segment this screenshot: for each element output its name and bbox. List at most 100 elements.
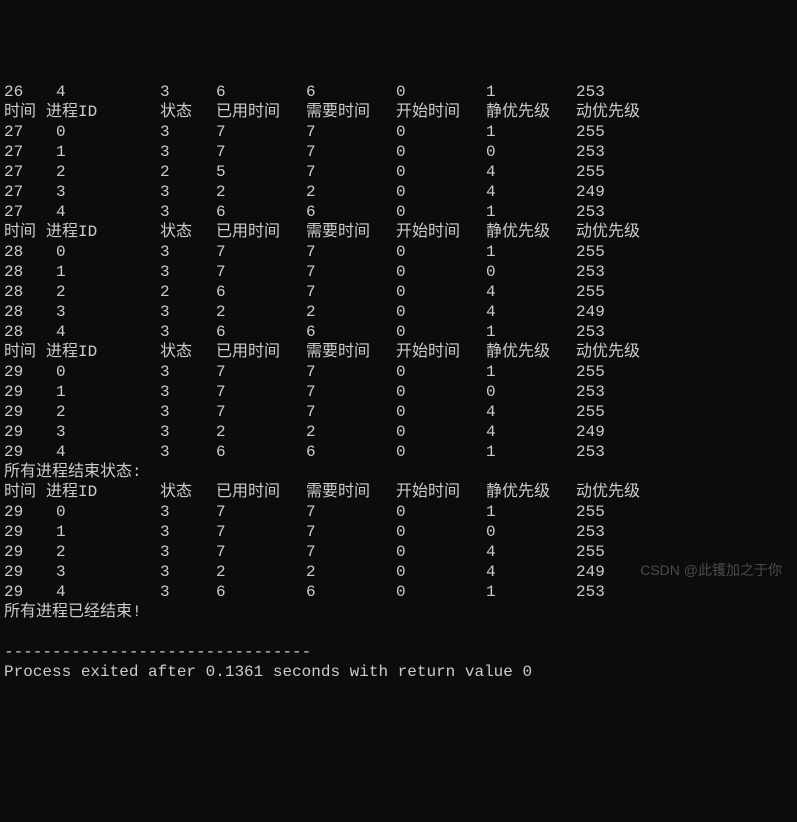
header-cell: 状态: [160, 102, 216, 122]
cell: 253: [576, 582, 666, 602]
cell: 0: [396, 82, 486, 102]
cell: 249: [576, 182, 666, 202]
cell: 0: [396, 562, 486, 582]
cell: 7: [216, 362, 306, 382]
cell: 0: [396, 522, 486, 542]
cell: 2: [56, 282, 160, 302]
cell: 28: [4, 302, 56, 322]
exit-message: Process exited after 0.1361 seconds with…: [4, 662, 793, 682]
cell: 28: [4, 282, 56, 302]
cell: 4: [486, 542, 576, 562]
data-row: 28137700253: [4, 262, 793, 282]
cell: 7: [306, 162, 396, 182]
cell: 27: [4, 162, 56, 182]
cell: 4: [56, 442, 160, 462]
data-row: 29237704255: [4, 402, 793, 422]
cell: 7: [306, 262, 396, 282]
cell: 27: [4, 122, 56, 142]
data-row: 28436601253: [4, 322, 793, 342]
cell: 2: [306, 422, 396, 442]
cell: 255: [576, 402, 666, 422]
cell: 3: [56, 422, 160, 442]
cell: 3: [56, 302, 160, 322]
data-row: 28226704255: [4, 282, 793, 302]
data-row: 29237704255: [4, 542, 793, 562]
cell: 255: [576, 242, 666, 262]
cell: 0: [396, 442, 486, 462]
data-row: 27332204249: [4, 182, 793, 202]
cell: 1: [486, 322, 576, 342]
cell: 6: [216, 82, 306, 102]
header-row: 时间进程ID状态已用时间需要时间开始时间静优先级动优先级: [4, 342, 793, 362]
cell: 4: [486, 562, 576, 582]
cell: 1: [486, 582, 576, 602]
cell: 0: [396, 142, 486, 162]
cell: 29: [4, 522, 56, 542]
cell: 6: [306, 582, 396, 602]
cell: 7: [306, 282, 396, 302]
cell: 2: [216, 422, 306, 442]
csdn-watermark: CSDN @此镬加之于你: [640, 562, 782, 580]
header-cell: 时间: [4, 222, 46, 242]
cell: 0: [396, 262, 486, 282]
cell: 2: [56, 162, 160, 182]
cell: 0: [56, 502, 160, 522]
cell: 7: [216, 122, 306, 142]
cell: 27: [4, 202, 56, 222]
cell: 2: [306, 302, 396, 322]
header-cell: 时间: [4, 102, 46, 122]
cell: 255: [576, 282, 666, 302]
cell: 0: [396, 502, 486, 522]
cell: 0: [396, 382, 486, 402]
header-cell: 开始时间: [396, 482, 486, 502]
cell: 0: [486, 382, 576, 402]
cell: 7: [216, 262, 306, 282]
cell: 0: [396, 362, 486, 382]
cell: 3: [160, 582, 216, 602]
cell: 7: [306, 522, 396, 542]
cell: 253: [576, 262, 666, 282]
header-cell: 已用时间: [216, 482, 306, 502]
cell: 29: [4, 582, 56, 602]
cell: 2: [160, 282, 216, 302]
cell: 3: [160, 422, 216, 442]
cell: 255: [576, 122, 666, 142]
cell: 3: [160, 502, 216, 522]
cell: 3: [160, 562, 216, 582]
data-row: 29436601253: [4, 442, 793, 462]
cell: 1: [486, 442, 576, 462]
cell: 29: [4, 502, 56, 522]
header-cell: 需要时间: [306, 102, 396, 122]
cell: 3: [160, 542, 216, 562]
cell: 3: [160, 262, 216, 282]
data-row: 29436601253: [4, 582, 793, 602]
cell: 3: [56, 182, 160, 202]
header-cell: 已用时间: [216, 222, 306, 242]
header-cell: 开始时间: [396, 342, 486, 362]
header-cell: 动优先级: [576, 482, 666, 502]
cell: 2: [56, 542, 160, 562]
cell: 7: [216, 542, 306, 562]
cell: 3: [56, 562, 160, 582]
cell: 1: [56, 262, 160, 282]
cell: 3: [160, 442, 216, 462]
cell: 7: [306, 382, 396, 402]
header-cell: 需要时间: [306, 342, 396, 362]
cell: 253: [576, 522, 666, 542]
all-done-label: 所有进程已经结束!: [4, 602, 793, 622]
cell: 6: [216, 322, 306, 342]
header-row: 时间进程ID状态已用时间需要时间开始时间静优先级动优先级: [4, 482, 793, 502]
cell: 3: [160, 522, 216, 542]
cell: 4: [486, 302, 576, 322]
cell: 253: [576, 202, 666, 222]
data-row: 29137700253: [4, 382, 793, 402]
cell: 28: [4, 242, 56, 262]
cell: 29: [4, 562, 56, 582]
cell: 2: [216, 562, 306, 582]
cell: 1: [486, 82, 576, 102]
cell: 253: [576, 142, 666, 162]
cell: 2: [160, 162, 216, 182]
header-cell: 时间: [4, 342, 46, 362]
header-cell: 动优先级: [576, 222, 666, 242]
cell: 0: [56, 242, 160, 262]
